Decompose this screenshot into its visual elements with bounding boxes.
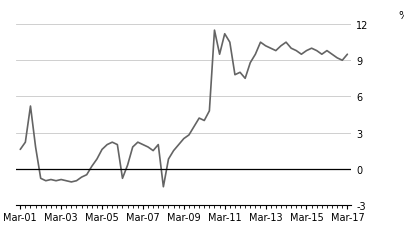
Text: %: % [398,12,404,22]
